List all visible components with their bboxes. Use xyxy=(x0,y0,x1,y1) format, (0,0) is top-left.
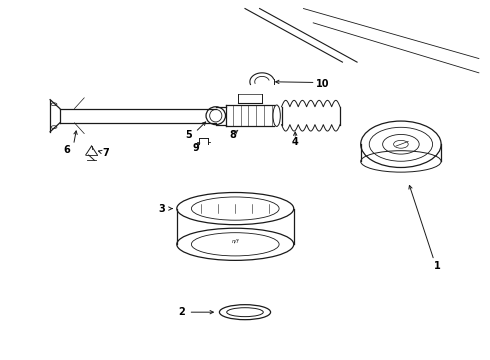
Text: 5: 5 xyxy=(186,130,193,140)
Text: 10: 10 xyxy=(316,78,330,89)
Text: 9: 9 xyxy=(193,143,199,153)
Text: 2: 2 xyxy=(178,307,185,317)
Text: 1: 1 xyxy=(434,261,441,271)
Text: 6: 6 xyxy=(64,145,71,155)
Text: 8: 8 xyxy=(229,130,236,140)
Text: 4: 4 xyxy=(292,138,298,148)
Text: n/f: n/f xyxy=(232,238,239,243)
Text: 3: 3 xyxy=(159,203,166,213)
Text: 7: 7 xyxy=(103,148,110,158)
